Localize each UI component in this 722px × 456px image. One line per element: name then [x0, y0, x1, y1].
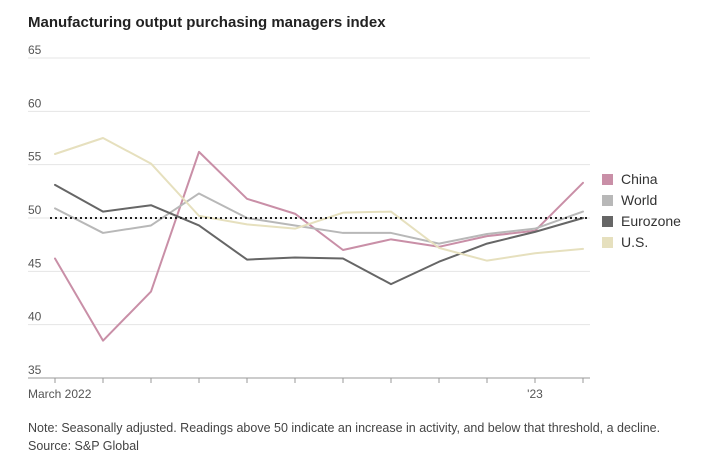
legend-swatch-world — [602, 195, 613, 206]
legend-label-us: U.S. — [621, 234, 648, 250]
gridlines — [28, 57, 590, 326]
y-tick-label-60: 60 — [28, 96, 42, 110]
y-tick-label-55: 55 — [28, 150, 42, 164]
y-tick-label-50: 50 — [28, 203, 42, 217]
source-text: Source: S&P Global — [28, 439, 139, 453]
legend-swatch-eurozone — [602, 216, 613, 227]
y-tick-label-40: 40 — [28, 310, 42, 324]
series-line-world — [54, 192, 584, 245]
chart-title: Manufacturing output purchasing managers… — [28, 14, 386, 31]
y-axis-ticks: 35 40 45 50 55 60 65 — [28, 43, 42, 377]
x-axis: March 2022 '23 — [28, 377, 590, 401]
y-tick-label-45: 45 — [28, 256, 42, 270]
chart-notes: Note: Seasonally adjusted. Readings abov… — [28, 419, 660, 455]
legend-swatch-china — [602, 174, 613, 185]
x-tick-label-2022-03: March 2022 — [28, 387, 92, 401]
series-lines — [50, 137, 590, 342]
legend-label-eurozone: Eurozone — [621, 213, 681, 229]
y-tick-label-65: 65 — [28, 43, 42, 57]
legend-label-china: China — [621, 171, 658, 187]
legend: China World Eurozone U.S. — [602, 171, 681, 250]
y-tick-label-35: 35 — [28, 363, 42, 377]
series-line-us — [54, 137, 584, 262]
legend-swatch-us — [602, 237, 613, 248]
note-text: Note: Seasonally adjusted. Readings abov… — [28, 421, 661, 435]
series-line-china — [54, 150, 584, 342]
legend-label-world: World — [621, 192, 657, 208]
x-tick-label-2023-01: '23 — [527, 387, 543, 401]
series-line-eurozone — [54, 183, 584, 286]
